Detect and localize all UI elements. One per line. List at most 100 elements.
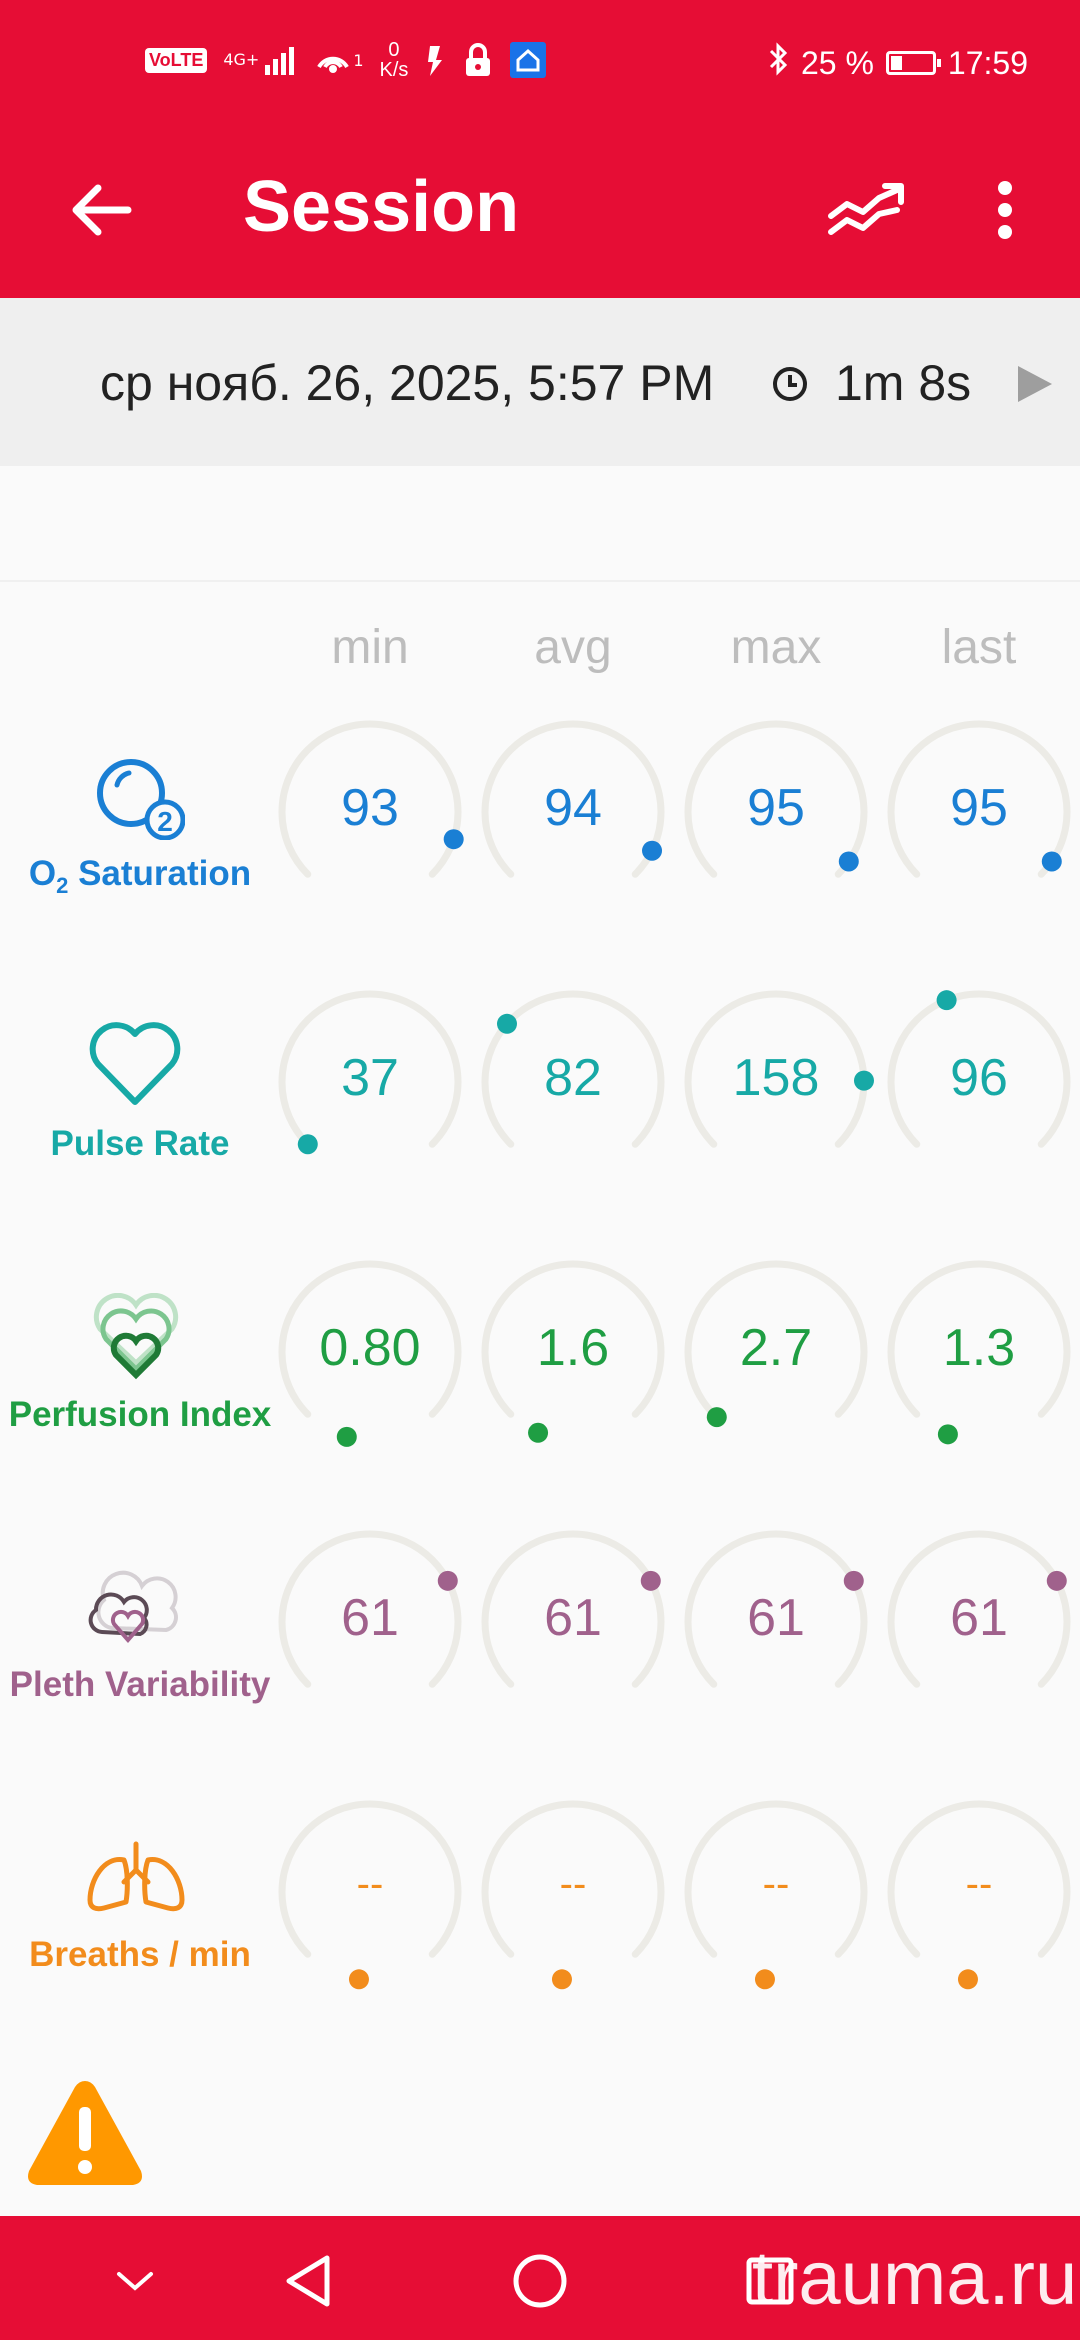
gauge-last: 96 bbox=[879, 982, 1079, 1182]
row-label-perfusion-index: Perfusion Index bbox=[8, 1395, 272, 1434]
battery-percent: 25 % bbox=[800, 44, 874, 81]
gauge-marker bbox=[853, 1070, 874, 1091]
back-button[interactable] bbox=[60, 170, 140, 250]
gauge-track bbox=[278, 1800, 462, 1958]
gauge-value: 2.7 bbox=[739, 1319, 813, 1377]
gauge-max: 95 bbox=[676, 712, 876, 912]
signal-icon: 4G+ bbox=[223, 45, 297, 75]
gauge-value: 37 bbox=[341, 1049, 399, 1107]
gauge-marker bbox=[706, 1407, 727, 1428]
gauge-track bbox=[278, 990, 462, 1148]
gauge-value: 93 bbox=[341, 779, 399, 837]
nav-recents-square-icon bbox=[746, 2257, 794, 2305]
gauge-value: 61 bbox=[747, 1589, 805, 1647]
gauge-track bbox=[684, 720, 868, 878]
gauge-last: 95 bbox=[879, 712, 1079, 912]
gauge-value: 1.3 bbox=[942, 1319, 1016, 1377]
gauge-track bbox=[481, 1800, 665, 1958]
gauge-track bbox=[481, 990, 665, 1148]
gauge-marker bbox=[838, 851, 859, 872]
gauge-value: 82 bbox=[544, 1049, 602, 1107]
gauge-track bbox=[278, 1260, 462, 1418]
play-icon[interactable] bbox=[1012, 362, 1056, 406]
gauge-avg: -- bbox=[473, 1792, 673, 1992]
gauge-value: 61 bbox=[341, 1589, 399, 1647]
svg-text:2: 2 bbox=[157, 806, 173, 837]
gauge-marker bbox=[551, 1969, 572, 1990]
gauge-last: -- bbox=[879, 1792, 1079, 1992]
battery-icon bbox=[885, 51, 941, 75]
row-label-o2-saturation: O2 Saturation bbox=[28, 854, 252, 898]
nav-home-button[interactable] bbox=[505, 2246, 575, 2316]
gauge-value: 1.6 bbox=[536, 1319, 610, 1377]
gauge-marker bbox=[437, 1570, 458, 1591]
nav-back-button[interactable] bbox=[273, 2246, 343, 2316]
gauge-value: 0.80 bbox=[319, 1319, 421, 1377]
gauge-min: 37 bbox=[270, 982, 470, 1182]
gauge-track bbox=[887, 1260, 1071, 1418]
session-info-bar: ср нояб. 26, 2025, 5:57 PM 1m 8s bbox=[0, 298, 1080, 466]
gauge-track bbox=[887, 720, 1071, 878]
gauge-marker bbox=[297, 1134, 318, 1155]
column-header-min: min bbox=[331, 621, 409, 674]
nav-recents-button[interactable] bbox=[735, 2246, 805, 2316]
heart-outline-icon bbox=[88, 1022, 182, 1112]
gauge-marker bbox=[348, 1969, 369, 1990]
hotspot-icon: 1 bbox=[313, 43, 364, 77]
smart-home-icon bbox=[510, 42, 547, 78]
gauge-value: -- bbox=[965, 1862, 993, 1906]
gauge-value: 95 bbox=[747, 779, 805, 837]
gauge-avg: 1.6 bbox=[473, 1252, 673, 1452]
gauge-value: -- bbox=[559, 1862, 587, 1906]
navigation-bar bbox=[0, 2216, 1080, 2340]
gauge-last: 1.3 bbox=[879, 1252, 1079, 1452]
clock-icon bbox=[773, 367, 807, 401]
nav-home-circle-icon bbox=[513, 2254, 567, 2308]
gauge-track bbox=[887, 990, 1071, 1148]
gauge-marker bbox=[336, 1426, 357, 1447]
session-duration: 1m 8s bbox=[835, 355, 972, 411]
gauge-track bbox=[481, 720, 665, 878]
gauge-max: 158 bbox=[676, 982, 876, 1182]
gauge-track bbox=[684, 1260, 868, 1418]
gauge-max: 61 bbox=[676, 1522, 876, 1722]
trend-button[interactable] bbox=[820, 170, 910, 250]
page-title: Session bbox=[243, 167, 520, 247]
gauge-marker bbox=[957, 1969, 978, 1990]
pleth-variability-icon bbox=[82, 1568, 188, 1648]
row-label-pulse-rate: Pulse Rate bbox=[50, 1124, 230, 1163]
gauge-marker bbox=[936, 990, 957, 1011]
gauge-track bbox=[481, 1260, 665, 1418]
column-header-avg: avg bbox=[534, 621, 612, 674]
gauge-marker bbox=[937, 1424, 958, 1445]
gauge-avg: 61 bbox=[473, 1522, 673, 1722]
gauge-value: 61 bbox=[544, 1589, 602, 1647]
gauge-min: 93 bbox=[270, 712, 470, 912]
collapse-button[interactable] bbox=[100, 2246, 170, 2316]
status-time: 17:59 bbox=[947, 44, 1028, 81]
gauge-value: -- bbox=[762, 1862, 790, 1906]
gauge-marker bbox=[528, 1422, 549, 1443]
gauge-value: 95 bbox=[950, 779, 1008, 837]
row-label-breaths-per-min: Breaths / min bbox=[29, 1935, 251, 1974]
gauge-track bbox=[278, 1530, 462, 1688]
volte-badge: VoLTE bbox=[145, 47, 208, 73]
divider bbox=[0, 580, 1080, 582]
gauge-track bbox=[887, 1530, 1071, 1688]
chevron-down-icon bbox=[117, 2272, 153, 2291]
gauge-track bbox=[684, 1800, 868, 1958]
more-options-button[interactable] bbox=[975, 170, 1035, 250]
arrow-back-icon bbox=[72, 184, 132, 236]
gauge-marker bbox=[443, 829, 464, 850]
warning-triangle-icon[interactable] bbox=[25, 2075, 145, 2190]
gauge-max: 2.7 bbox=[676, 1252, 876, 1452]
gauge-track bbox=[481, 1530, 665, 1688]
gauge-last: 61 bbox=[879, 1522, 1079, 1722]
watermark: trauma.ru bbox=[752, 2236, 1078, 2321]
session-date: ср нояб. 26, 2025, 5:57 PM bbox=[100, 355, 715, 411]
column-header-last: last bbox=[941, 621, 1017, 674]
o2-saturation-icon: 2 bbox=[95, 755, 186, 844]
gauge-value: 158 bbox=[732, 1049, 820, 1107]
gauge-min: 61 bbox=[270, 1522, 470, 1722]
gauge-value: 61 bbox=[950, 1589, 1008, 1647]
